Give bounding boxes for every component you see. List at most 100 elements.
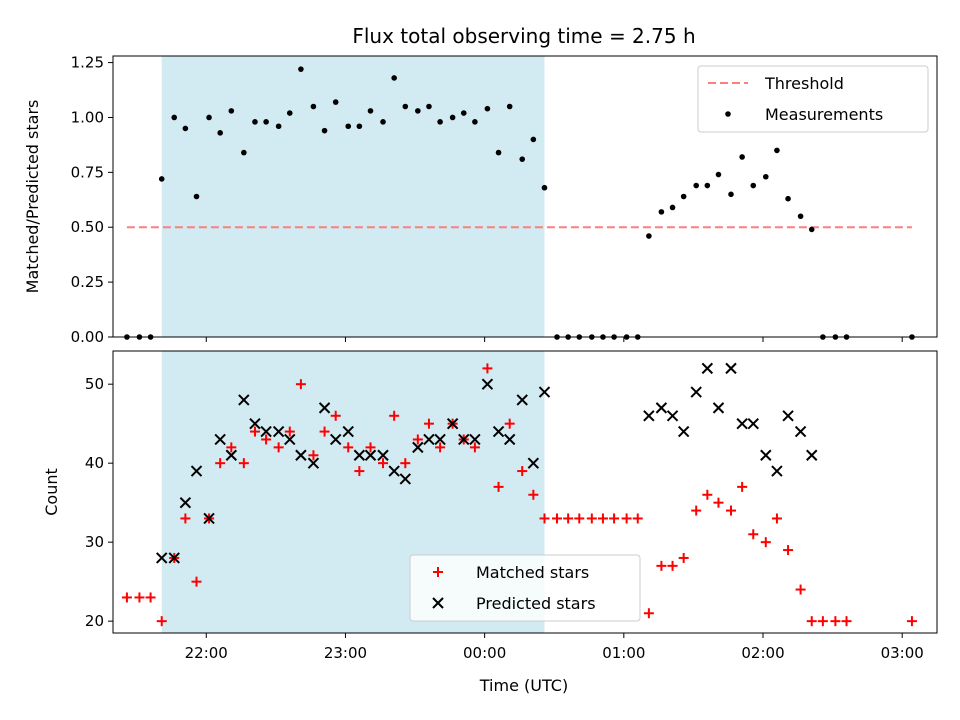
top-x-axis-ticks [205, 337, 903, 342]
predicted-star-point [284, 433, 296, 446]
matched-star-point [806, 616, 817, 627]
matched-star-point [597, 513, 608, 524]
measurement-point [484, 105, 491, 112]
measurement-point [646, 233, 652, 239]
measurement-point [252, 119, 258, 125]
predicted-star-point [260, 425, 272, 438]
predicted-star-point [446, 417, 459, 430]
matched-star-point [226, 442, 237, 453]
matched-star-point [412, 434, 423, 445]
predicted-star-point [760, 449, 772, 461]
measurement-point [658, 209, 665, 215]
predicted-star-point [214, 433, 226, 446]
matched-star-point [841, 616, 852, 627]
measurement-point [715, 171, 722, 178]
predicted-star-point [295, 449, 307, 461]
matched-star-point [713, 497, 724, 508]
matched-star-point [180, 513, 191, 524]
matched-star-point [330, 410, 341, 421]
matched-star-point [830, 616, 841, 627]
measurement-point [797, 213, 804, 220]
measurement-point [530, 136, 537, 143]
ratio-panel: 0.00 0.25 0.50 0.75 1.00 1.25 Matched/Predict… [23, 54, 938, 346]
predicted-star-point [712, 402, 725, 414]
bottom-legend: Matched stars Predicted stars [409, 554, 641, 622]
predicted-star-point [329, 433, 342, 446]
matched-star-point [632, 513, 643, 524]
matched-star-point [378, 458, 389, 469]
top-y-tick-label: 0.50 [71, 218, 104, 236]
top-y-tick-label: 0.00 [71, 328, 104, 346]
predicted-stars-points [156, 362, 818, 564]
matched-star-point [469, 442, 480, 453]
matched-star-point [643, 608, 654, 619]
matched-star-point [215, 458, 226, 469]
measurement-point [774, 147, 780, 154]
predicted-star-point [481, 378, 494, 390]
matched-star-point [249, 426, 260, 437]
legend-predicted-swatch [432, 597, 444, 609]
predicted-star-point [771, 465, 783, 477]
matched-star-point [574, 513, 585, 524]
matched-star-point [504, 418, 515, 429]
matched-star-point [435, 442, 446, 453]
matched-star-point [319, 426, 330, 437]
predicted-star-point [225, 449, 238, 461]
legend-matched-swatch [433, 567, 443, 577]
predicted-star-point [655, 402, 668, 414]
predicted-star-point [318, 402, 331, 414]
matched-star-point [517, 466, 528, 477]
predicted-star-point [701, 362, 714, 375]
matched-star-point [295, 379, 306, 390]
matched-star-point [261, 434, 272, 445]
matched-star-point [156, 616, 167, 627]
measurement-point [739, 154, 745, 160]
measurement-point [728, 191, 734, 198]
measurement-point [206, 114, 212, 121]
measurement-point [437, 119, 443, 125]
measurement-point [171, 114, 178, 121]
measurement-point [286, 110, 293, 116]
matched-star-point [656, 560, 667, 571]
predicted-star-point [342, 425, 354, 438]
measurement-point [460, 110, 467, 116]
matched-star-point [389, 410, 400, 421]
predicted-star-point [434, 433, 446, 446]
bottom-x-axis: 22:00 23:00 00:00 01:00 02:00 03:00 [185, 633, 924, 662]
matched-star-point [552, 513, 563, 524]
measurement-point [332, 99, 339, 105]
matched-star-point [539, 513, 550, 524]
measurement-point [495, 149, 502, 156]
x-tick-label: 01:00 [602, 644, 645, 662]
measurement-point [321, 127, 328, 134]
matched-star-point [621, 513, 632, 524]
measurement-point [472, 119, 478, 125]
matched-star-point [771, 513, 782, 524]
measurement-point [380, 119, 386, 125]
matched-star-point [760, 537, 771, 548]
measurement-point [519, 156, 526, 162]
bottom-y-tick-label: 50 [85, 375, 104, 393]
matched-star-point [238, 458, 249, 469]
matched-star-point [748, 529, 759, 540]
top-y-tick-label: 1.00 [71, 108, 104, 126]
measurement-point [680, 193, 687, 200]
top-plot-frame [112, 55, 938, 338]
predicted-star-point [307, 457, 320, 469]
measurement-point [402, 103, 409, 110]
predicted-star-point [666, 410, 679, 422]
matched-star-point [678, 552, 689, 563]
legend-threshold-label: Threshold [764, 74, 844, 93]
predicted-star-point [272, 425, 285, 438]
measurement-point [263, 119, 269, 125]
predicted-star-point [377, 449, 389, 461]
matched-star-point [609, 513, 620, 524]
matched-star-point [191, 576, 202, 587]
matched-star-point [134, 592, 145, 603]
measurement-point [415, 108, 421, 114]
measurement-point [275, 123, 282, 130]
chart-title: Flux total observing time = 2.75 h [352, 24, 695, 48]
bottom-y-axis-label: Count [42, 468, 61, 516]
